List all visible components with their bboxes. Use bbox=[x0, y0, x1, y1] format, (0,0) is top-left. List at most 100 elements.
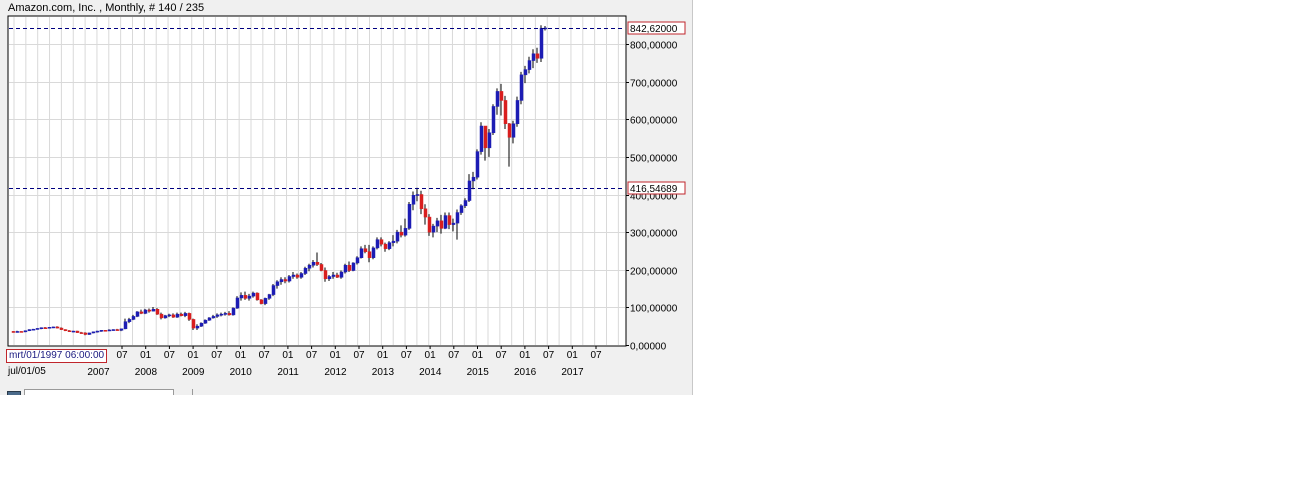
candle-body bbox=[191, 319, 196, 329]
candle-body bbox=[91, 331, 96, 334]
x-year-label: 2011 bbox=[277, 367, 299, 378]
x-year-label: 2013 bbox=[372, 367, 395, 378]
chart-area[interactable]: 0,00000 100,00000 200,00000 300,00000 400,00… bbox=[0, 0, 692, 395]
candle-body bbox=[395, 231, 400, 242]
candle-body bbox=[155, 309, 160, 315]
x-year-label: 2017 bbox=[561, 367, 584, 378]
x-month-label: 01 bbox=[235, 350, 247, 361]
candle-body bbox=[263, 298, 268, 304]
x-year-label: 2010 bbox=[230, 367, 253, 378]
candle-body bbox=[387, 242, 392, 249]
candle-body bbox=[143, 309, 148, 314]
candle-body bbox=[215, 314, 220, 317]
x-month-label: 01 bbox=[519, 350, 531, 361]
x-month-label: 07 bbox=[401, 350, 413, 361]
candle-body bbox=[515, 100, 520, 125]
candle-body bbox=[443, 215, 448, 229]
candle-body bbox=[151, 309, 156, 312]
candle-body bbox=[291, 274, 296, 277]
candle-body bbox=[183, 313, 188, 316]
candle-body bbox=[55, 326, 60, 329]
candle-body bbox=[67, 330, 72, 332]
candle-body bbox=[327, 276, 332, 280]
candle-body bbox=[111, 329, 116, 331]
candle-body bbox=[283, 279, 288, 282]
x-month-label: 07 bbox=[306, 350, 318, 361]
candle-body bbox=[131, 316, 136, 320]
candle-body bbox=[31, 328, 36, 331]
candle-body bbox=[495, 91, 500, 107]
candle-body bbox=[171, 314, 176, 318]
x-month-label: 07 bbox=[353, 350, 365, 361]
candle-body bbox=[407, 204, 412, 229]
candle-body bbox=[27, 329, 32, 331]
candle-body bbox=[531, 53, 536, 61]
candle-body bbox=[175, 313, 180, 318]
candle-body bbox=[103, 330, 108, 332]
chart-title: Amazon.com, Inc. , Monthly, # 140 / 235 bbox=[8, 2, 205, 14]
candle-body bbox=[51, 326, 56, 329]
candle-body bbox=[451, 222, 456, 225]
toolbar-grid-icon[interactable] bbox=[7, 391, 21, 395]
x-month-label: 01 bbox=[140, 350, 152, 361]
candle-body bbox=[75, 330, 80, 333]
symbol-dropdown[interactable] bbox=[24, 389, 174, 395]
candle-body bbox=[119, 328, 124, 331]
candle-body bbox=[431, 225, 436, 233]
candle-body bbox=[199, 322, 204, 327]
candle-body bbox=[15, 331, 20, 333]
candle-body bbox=[471, 176, 476, 182]
y-tick-label: 300,00000 bbox=[630, 229, 678, 240]
candle-body bbox=[223, 313, 228, 315]
candle-body bbox=[323, 270, 328, 280]
candle-body bbox=[47, 327, 52, 329]
x-month-label: 07 bbox=[448, 350, 460, 361]
candle-body bbox=[511, 123, 516, 138]
x-year-label: 2015 bbox=[467, 367, 490, 378]
candle-body bbox=[463, 200, 468, 207]
candle-body bbox=[59, 327, 64, 330]
candle-body bbox=[535, 53, 540, 59]
start-date-label: jul/01/05 bbox=[8, 366, 46, 377]
candle-body bbox=[499, 91, 504, 101]
candle-body bbox=[359, 248, 364, 258]
candle-body bbox=[235, 297, 240, 309]
candle-body bbox=[411, 195, 416, 205]
x-month-label: 07 bbox=[164, 350, 176, 361]
candle-body bbox=[367, 251, 372, 258]
status-bar bbox=[0, 387, 692, 395]
candle-body bbox=[479, 125, 484, 152]
candle-body bbox=[279, 279, 284, 283]
candle-body bbox=[303, 267, 308, 274]
upper-price-tag: 842,62000 bbox=[627, 21, 686, 35]
candle-body bbox=[167, 314, 172, 317]
candle-body bbox=[355, 257, 360, 264]
candle-body bbox=[459, 205, 464, 213]
candle-body bbox=[207, 317, 212, 321]
x-year-label: 2007 bbox=[87, 367, 110, 378]
candle-body bbox=[159, 313, 164, 319]
x-month-label: 01 bbox=[330, 350, 342, 361]
candle-body bbox=[195, 325, 200, 329]
candle-body bbox=[415, 194, 420, 196]
candle-body bbox=[315, 261, 320, 265]
candle-body bbox=[259, 299, 264, 304]
candle-body bbox=[147, 309, 152, 312]
candle-body bbox=[339, 271, 344, 278]
candle-body bbox=[383, 243, 388, 249]
candle-body bbox=[423, 208, 428, 218]
candle-body bbox=[187, 313, 192, 320]
candle-body bbox=[335, 274, 340, 278]
y-tick-label: 700,00000 bbox=[630, 79, 678, 90]
y-tick-label: 800,00000 bbox=[630, 41, 678, 52]
x-year-label: 2009 bbox=[182, 367, 205, 378]
x-month-label: 07 bbox=[496, 350, 508, 361]
candle-body bbox=[523, 69, 528, 76]
x-axis: 07 01 07 01 07 01 07 01 07 01 07 01 07 01 07 01 07 01 07 01… bbox=[87, 346, 602, 378]
candle-body bbox=[519, 74, 524, 101]
candle-body bbox=[115, 329, 120, 331]
x-month-label: 01 bbox=[425, 350, 437, 361]
plot-background bbox=[7, 15, 627, 347]
candle-body bbox=[227, 313, 232, 316]
candle-body bbox=[351, 262, 356, 271]
